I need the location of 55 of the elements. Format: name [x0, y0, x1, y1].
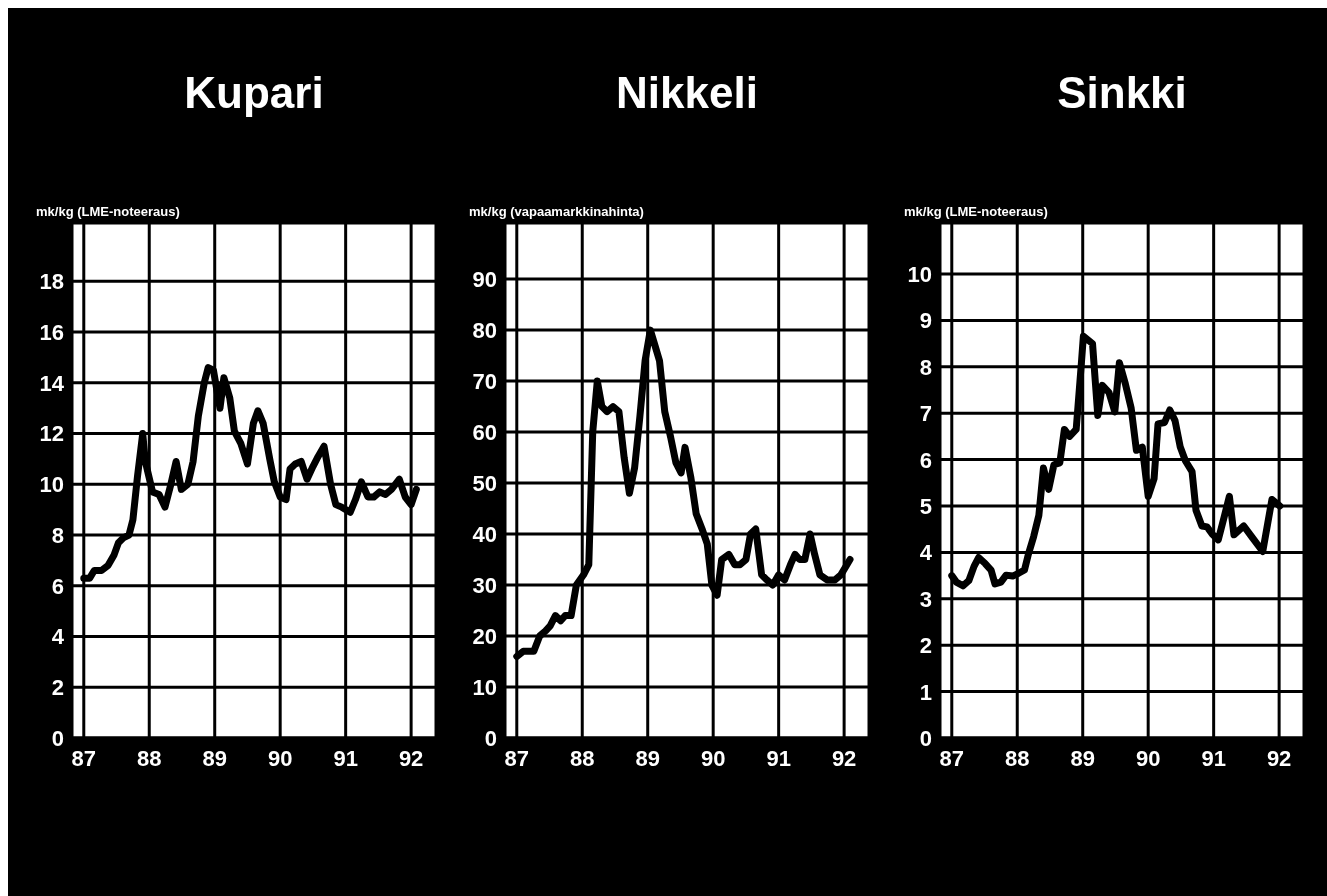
y-tick-label: 1 [919, 679, 932, 705]
x-tick-label: 92 [1266, 746, 1292, 771]
y-axis-title: mk/kg (vapaamarkkinahinta) [469, 204, 644, 219]
x-tick-label: 88 [1005, 746, 1030, 771]
x-tick-label: 87 [939, 746, 965, 771]
y-tick-label: 10 [472, 674, 497, 700]
y-tick-label: 7 [919, 401, 932, 427]
y-tick-label: 4 [919, 540, 933, 566]
y-tick-label: 2 [51, 675, 64, 701]
x-tick-label: 92 [398, 746, 424, 771]
x-tick-label: 91 [1201, 746, 1226, 771]
y-tick-label: 18 [39, 269, 64, 295]
y-tick-label: 5 [919, 493, 932, 519]
y-tick-label: 10 [39, 472, 64, 498]
x-tick-label: 89 [202, 746, 227, 771]
y-tick-label: 50 [472, 470, 497, 496]
x-tick-label: 91 [766, 746, 791, 771]
x-tick-label: 90 [267, 746, 293, 771]
y-tick-label: 3 [919, 586, 932, 612]
y-tick-label: 6 [919, 447, 932, 473]
x-tick-label: 90 [700, 746, 726, 771]
y-tick-label: 2 [919, 633, 932, 659]
y-tick-label: 9 [919, 308, 932, 334]
x-tick-label: 88 [570, 746, 595, 771]
y-tick-label: 8 [919, 354, 932, 380]
y-tick-label: 90 [472, 267, 497, 293]
y-tick-label: 0 [919, 725, 932, 751]
x-tick-label: 92 [831, 746, 857, 771]
y-tick-label: 12 [39, 421, 64, 447]
x-tick-label: 89 [1070, 746, 1095, 771]
y-axis-title: mk/kg (LME-noteeraus) [36, 204, 180, 219]
y-tick-label: 80 [472, 318, 497, 343]
chart-title: Kupari [184, 68, 324, 117]
y-tick-label: 14 [39, 370, 65, 396]
y-tick-label: 30 [472, 572, 497, 598]
y-tick-label: 16 [39, 320, 64, 346]
y-tick-label: 60 [472, 419, 497, 445]
y-tick-label: 0 [51, 725, 64, 751]
y-tick-label: 70 [472, 368, 497, 394]
x-tick-label: 87 [71, 746, 97, 771]
chart-title: Nikkeli [616, 68, 758, 117]
x-tick-label: 90 [1135, 746, 1161, 771]
y-tick-label: 6 [51, 573, 64, 599]
x-tick-label: 87 [504, 746, 530, 771]
y-tick-label: 20 [472, 623, 497, 649]
y-tick-label: 8 [51, 522, 64, 548]
y-tick-label: 0 [484, 725, 497, 751]
x-tick-label: 88 [137, 746, 162, 771]
y-tick-label: 4 [51, 624, 65, 650]
y-tick-label: 10 [907, 261, 932, 287]
y-axis-title: mk/kg (LME-noteeraus) [904, 204, 1048, 219]
x-tick-label: 91 [333, 746, 358, 771]
x-tick-label: 89 [635, 746, 660, 771]
y-tick-label: 40 [472, 521, 497, 547]
chart-title: Sinkki [1057, 68, 1187, 117]
